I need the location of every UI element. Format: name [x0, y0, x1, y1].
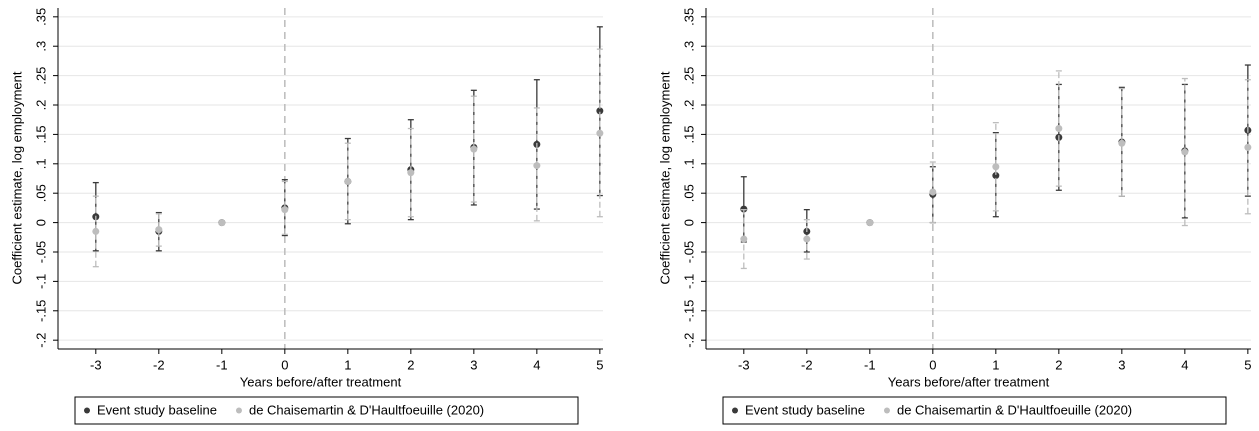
x-tick-label: 3 [470, 357, 477, 372]
error-bar [92, 195, 99, 268]
x-tick-label: -3 [738, 357, 750, 372]
y-tick-label: -.1 [33, 274, 48, 289]
y-tick-label: .1 [681, 158, 696, 169]
y-tick-label: 0 [681, 219, 696, 226]
point [155, 226, 163, 234]
point [992, 172, 1000, 180]
x-tick-label: 5 [1244, 357, 1251, 372]
point [1118, 139, 1126, 147]
legend-marker [883, 407, 890, 414]
legend-label: de Chaisemartin & D'Haultfoeuille (2020) [249, 402, 484, 417]
point [866, 219, 874, 227]
point [596, 107, 604, 115]
error-bar [155, 213, 162, 247]
y-tick-label: .35 [681, 8, 696, 26]
y-tick-label: .1 [33, 158, 48, 169]
y-tick-label: .3 [33, 41, 48, 52]
y-tick-label: -.2 [681, 333, 696, 348]
error-bar [470, 95, 477, 203]
y-tick-label: .2 [681, 100, 696, 111]
point [1244, 143, 1252, 151]
y-axis-label: Coefficient estimate, log employment [9, 71, 24, 284]
y-tick-label: .2 [33, 100, 48, 111]
legend-marker [84, 407, 90, 414]
x-tick-label: -1 [864, 357, 876, 372]
y-tick-label: .05 [681, 184, 696, 202]
error-bar [281, 180, 288, 236]
legend-marker [732, 407, 738, 414]
error-bar [407, 127, 414, 218]
point [803, 235, 811, 243]
y-tick-label: 0 [33, 219, 48, 226]
x-tick-label: 0 [929, 357, 936, 372]
y-tick-label: .3 [681, 41, 696, 52]
point [1055, 125, 1063, 133]
point [407, 169, 415, 177]
y-tick-label: -.1 [681, 274, 696, 289]
legend-box [722, 396, 1227, 425]
x-tick-label: -2 [801, 357, 813, 372]
point [596, 129, 604, 137]
y-tick-label: -.2 [33, 333, 48, 348]
x-axis-label: Years before/after treatment [240, 374, 402, 389]
y-tick-label: .25 [681, 67, 696, 85]
x-tick-label: 0 [281, 357, 288, 372]
point [92, 227, 100, 235]
point [740, 235, 748, 243]
point [929, 188, 937, 196]
x-tick-label: 1 [992, 357, 999, 372]
x-tick-label: -3 [90, 357, 102, 372]
point [1181, 148, 1189, 156]
legend-label: Event study baseline [97, 402, 217, 417]
point [992, 163, 1000, 171]
point [218, 219, 226, 227]
y-axis-label: Coefficient estimate, log employment [657, 71, 672, 284]
y-tick-label: .15 [33, 125, 48, 143]
legend-marker [235, 407, 242, 414]
x-tick-label: -2 [153, 357, 165, 372]
legend-label: Event study baseline [745, 402, 865, 417]
point [470, 145, 478, 153]
x-tick-label: 2 [407, 357, 414, 372]
error-bar [992, 121, 999, 212]
y-tick-label: -.15 [681, 300, 696, 322]
x-tick-label: 2 [1055, 357, 1062, 372]
point [281, 206, 289, 214]
y-tick-label: .15 [681, 125, 696, 143]
x-tick-label: 3 [1118, 357, 1125, 372]
error-bar [1118, 87, 1125, 197]
legend-box [74, 396, 579, 425]
y-tick-label: -.05 [33, 241, 48, 263]
x-axis-label: Years before/after treatment [888, 374, 1050, 389]
x-tick-label: -1 [216, 357, 228, 372]
x-tick-label: 1 [344, 357, 351, 372]
x-tick-label: 4 [533, 357, 540, 372]
x-tick-label: 5 [596, 357, 603, 372]
x-tick-label: 4 [1181, 357, 1188, 372]
point [533, 162, 541, 170]
point [344, 177, 352, 185]
y-tick-label: .35 [33, 8, 48, 26]
legend-label: de Chaisemartin & D'Haultfoeuille (2020) [897, 402, 1132, 417]
y-tick-label: -.05 [681, 241, 696, 263]
y-tick-label: -.15 [33, 300, 48, 322]
y-tick-label: .25 [33, 67, 48, 85]
y-tick-label: .05 [33, 184, 48, 202]
